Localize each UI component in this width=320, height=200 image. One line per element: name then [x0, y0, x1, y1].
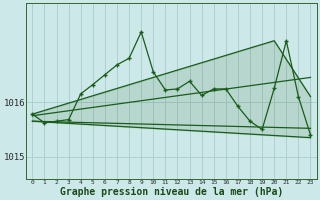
X-axis label: Graphe pression niveau de la mer (hPa): Graphe pression niveau de la mer (hPa): [60, 186, 283, 197]
